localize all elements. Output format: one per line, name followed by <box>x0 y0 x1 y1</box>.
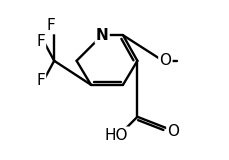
Text: F: F <box>36 34 45 49</box>
Text: F: F <box>46 18 55 33</box>
Text: O: O <box>159 53 171 68</box>
Text: O: O <box>167 124 179 140</box>
Text: HO: HO <box>104 128 128 143</box>
Text: N: N <box>95 28 108 43</box>
Text: F: F <box>36 72 45 88</box>
